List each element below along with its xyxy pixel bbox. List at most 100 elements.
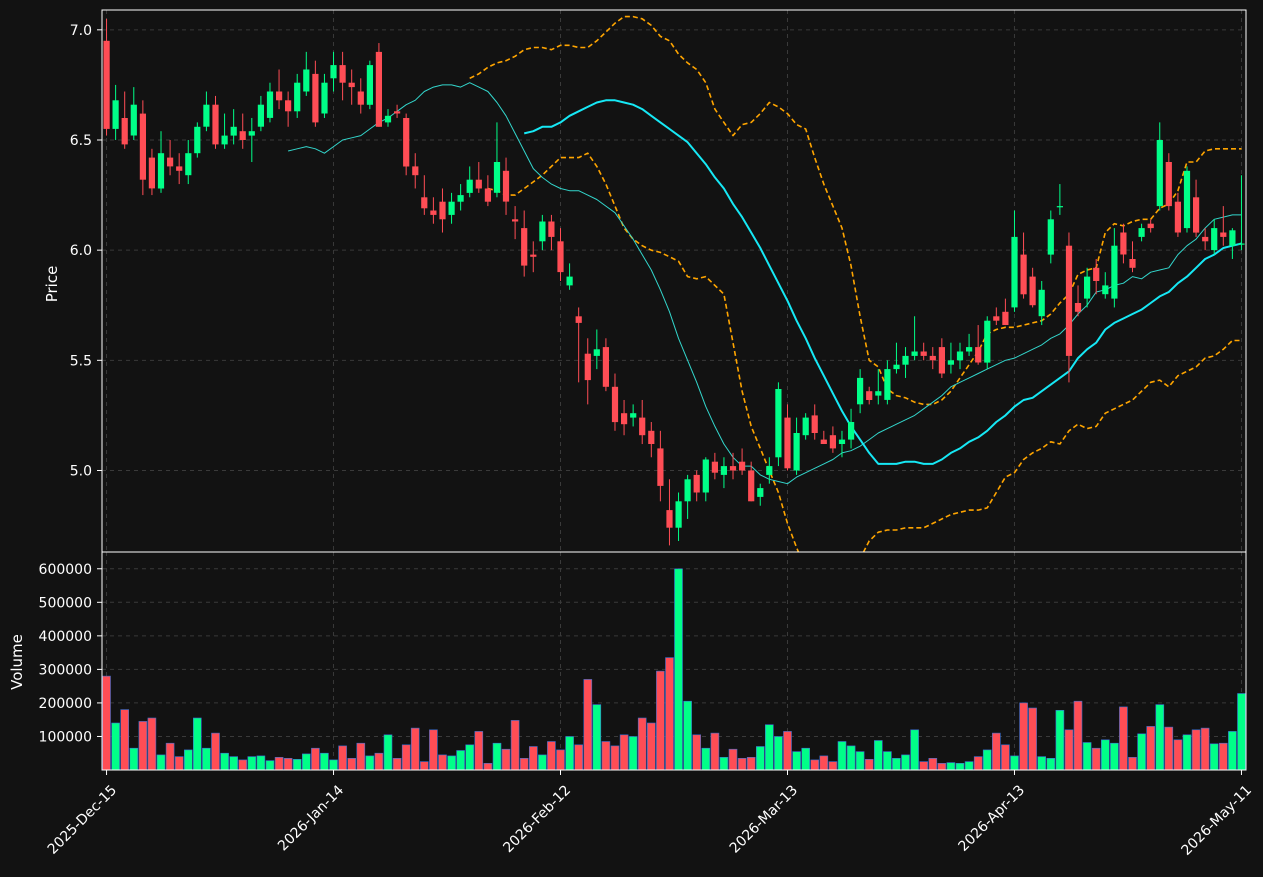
volume-bar-up [1046, 757, 1056, 770]
candle-body-down [312, 73, 319, 123]
candle-body-down [666, 510, 673, 528]
candle-body-down [1165, 162, 1172, 207]
volume-bar-down [619, 734, 629, 770]
volume-bar-up [292, 758, 302, 770]
volume-bar-up [329, 759, 338, 770]
volume-bar-up [764, 724, 774, 770]
candle-body-up [266, 91, 274, 118]
candle-body-down [439, 201, 446, 220]
candle-body-up [230, 126, 237, 136]
candle-body-down [748, 470, 755, 502]
candle-body-up [257, 104, 264, 127]
volume-bar-down [238, 759, 247, 770]
volume-bar-down [937, 762, 947, 770]
volume-bar-down [610, 745, 620, 770]
volume-bar-up [565, 736, 574, 770]
volume-bar-down [347, 757, 357, 770]
volume-bar-down [165, 742, 175, 770]
volume-bar-down [211, 732, 220, 770]
candle-body-up [802, 417, 809, 436]
volume-bar-up [628, 736, 638, 770]
candle-body-down [167, 157, 174, 167]
volume-bar-down [646, 722, 656, 770]
candle-body-down [394, 111, 401, 114]
volume-bar-down [374, 752, 384, 770]
candle-body-down [929, 355, 936, 361]
candle-body-up [221, 135, 228, 145]
volume-bar-up [592, 704, 602, 770]
candle-body-down [212, 104, 219, 145]
volume-bar-up [883, 751, 892, 770]
volume-bar-down [973, 756, 983, 770]
candle-body-up [1183, 170, 1191, 229]
fast-ma-line [287, 82, 1242, 485]
candle-body-up [947, 360, 954, 365]
candle-body-up [384, 115, 392, 123]
candle-body-down [276, 91, 283, 101]
volume-bar-down [574, 744, 584, 770]
volume-bar-up [901, 754, 910, 770]
volume-bar-down [147, 717, 157, 770]
candle-body-up [757, 488, 764, 497]
volume-bar-down [637, 717, 647, 770]
volume-bar-up [320, 752, 329, 770]
candle-body-up [793, 433, 800, 471]
candle-body-down [475, 179, 482, 189]
volume-bar-up [447, 755, 456, 770]
candle-body-down [648, 430, 655, 444]
candle-body-up [366, 65, 373, 105]
candle-body-up [1138, 228, 1145, 237]
candle-body-down [693, 474, 700, 493]
volume-bar-down [1073, 700, 1083, 770]
upper-band-line [469, 15, 1242, 406]
volume-bar-down [519, 757, 529, 770]
candle-body-up [194, 126, 201, 154]
volume-bar-down [1091, 747, 1101, 770]
volume-bar-down [120, 709, 129, 770]
price-tick-label: 7.0 [70, 23, 92, 39]
volume-bar-down [737, 757, 747, 770]
candle-body-down [412, 166, 419, 176]
candle-body-down [285, 100, 292, 112]
volume-bar-down [392, 757, 402, 770]
volume-bar-down [338, 745, 347, 770]
candle-body-down [1147, 223, 1154, 229]
volume-bar-down [819, 755, 829, 770]
candle-body-up [157, 153, 165, 189]
volume-bar-up [719, 756, 729, 770]
candle-body-down [584, 353, 591, 381]
volume-bar-up [229, 756, 238, 770]
volume-bar-down [991, 732, 1001, 770]
volume-bar-down [1200, 727, 1210, 770]
volume-bar-down [483, 762, 493, 770]
volume-bar-down [1146, 726, 1155, 770]
volume-bar-up [365, 755, 375, 770]
volume-bar-up [855, 751, 865, 770]
candle-body-up [1156, 140, 1163, 207]
volume-panel-frame [101, 551, 1247, 771]
volume-bar-up [755, 746, 765, 770]
candle-body-down [1202, 236, 1209, 242]
candle-body-up [321, 82, 328, 114]
candle-body-up [130, 104, 137, 136]
candle-body-up [875, 391, 882, 396]
volume-bar-down [311, 747, 320, 770]
candle-body-up [448, 201, 455, 215]
volume-bar-down [283, 757, 293, 770]
candle-body-down [784, 417, 791, 469]
candle-body-up [884, 369, 891, 400]
candle-body-down [611, 386, 619, 423]
volume-bar-down [1019, 702, 1028, 770]
volume-bar-up [184, 749, 193, 770]
volume-bar-down [1164, 726, 1174, 770]
volume-bar-up [247, 756, 257, 770]
volume-bar-down [919, 761, 929, 770]
candle-body-down [1193, 197, 1200, 233]
candle-body-down [575, 316, 582, 323]
candle-body-down [557, 241, 564, 273]
volume-bar-up [265, 760, 275, 770]
volume-bar-up [538, 754, 547, 770]
candle-body-up [112, 100, 119, 129]
candle-body-up [838, 439, 846, 444]
